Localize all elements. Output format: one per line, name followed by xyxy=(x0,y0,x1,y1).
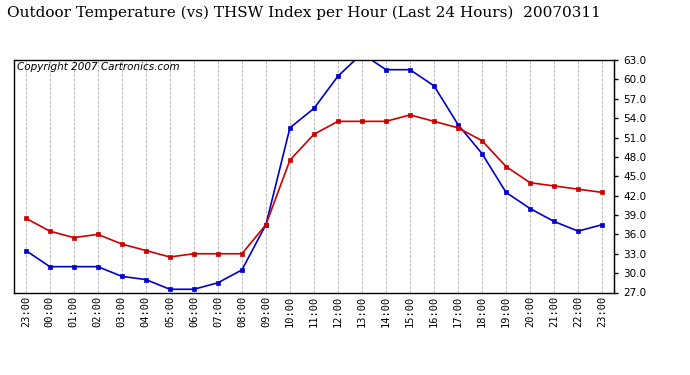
Text: Copyright 2007 Cartronics.com: Copyright 2007 Cartronics.com xyxy=(17,62,180,72)
Text: Outdoor Temperature (vs) THSW Index per Hour (Last 24 Hours)  20070311: Outdoor Temperature (vs) THSW Index per … xyxy=(7,6,600,20)
